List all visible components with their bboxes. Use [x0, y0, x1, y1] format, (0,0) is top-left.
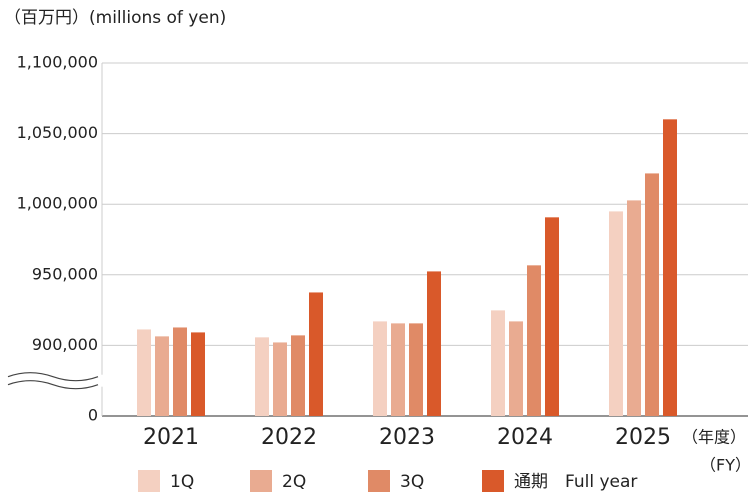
y-tick-label: 900,000 — [32, 335, 98, 354]
bar — [527, 265, 541, 416]
legend-swatch — [482, 470, 504, 492]
y-tick-label: 1,100,000 — [17, 53, 98, 72]
bar — [173, 327, 187, 416]
legend-label: 3Q — [400, 472, 424, 492]
bar — [191, 332, 205, 416]
x-tick-label: 2025 — [615, 425, 671, 450]
bar — [663, 119, 677, 416]
bar — [645, 173, 659, 416]
x-tick-label: 2024 — [497, 425, 553, 450]
bar — [373, 321, 387, 416]
bar — [291, 335, 305, 416]
y-tick-label: 1,000,000 — [17, 194, 98, 213]
legend-label: 1Q — [170, 472, 194, 492]
x-tick-label: 2021 — [143, 425, 199, 450]
x-tick-label: 2023 — [379, 425, 435, 450]
bar — [427, 271, 441, 416]
bar — [155, 336, 169, 416]
y-tick-label: 950,000 — [32, 264, 98, 283]
bar — [609, 211, 623, 416]
bar — [137, 329, 151, 416]
bar — [491, 310, 505, 416]
bar — [391, 323, 405, 416]
bar — [309, 292, 323, 416]
axis-break — [7, 380, 99, 390]
legend-swatch — [250, 470, 272, 492]
legend-label: 通期 Full year — [514, 472, 637, 492]
bar — [409, 323, 423, 416]
bar — [545, 217, 559, 416]
bar — [255, 337, 269, 416]
bar — [509, 321, 523, 416]
legend-swatch — [368, 470, 390, 492]
bar — [627, 200, 641, 416]
legend-label: 2Q — [282, 472, 306, 492]
y-tick-label: 1,050,000 — [17, 123, 98, 142]
y-tick-label: 0 — [88, 406, 98, 425]
x-unit: （FY） — [700, 456, 750, 475]
x-tick-label: 2022 — [261, 425, 317, 450]
legend-swatch — [138, 470, 160, 492]
x-unit: （年度） — [682, 428, 746, 447]
bar — [273, 342, 287, 416]
axis-break — [7, 372, 99, 382]
axis-break-gap — [0, 374, 104, 387]
y-axis-label: （百万円）(millions of yen) — [4, 8, 226, 28]
